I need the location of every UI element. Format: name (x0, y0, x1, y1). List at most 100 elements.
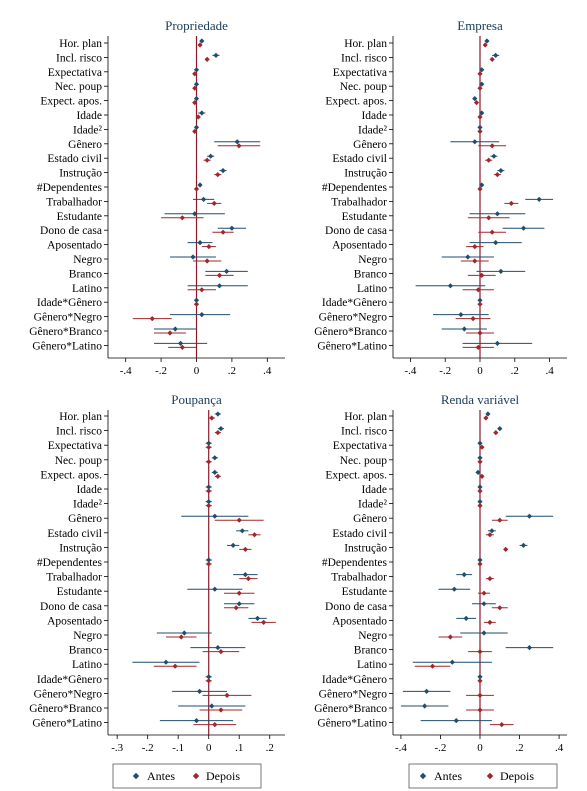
panel-4: Renda variável -.4 -.2 0 .2 .4 Hor. plan Incl. … (314, 392, 567, 754)
point-antes (481, 630, 487, 636)
point-depois (447, 634, 453, 640)
row-label: Latino (357, 659, 387, 671)
point-antes (206, 499, 212, 505)
row-label: Instrução (344, 542, 387, 554)
row-label: Instrução (59, 542, 102, 554)
row-label: Estudante (57, 211, 102, 223)
x-tick-label: .1 (235, 742, 243, 754)
point-antes (479, 110, 485, 116)
point-antes (206, 557, 212, 563)
row-label: Trabalhador (46, 196, 102, 208)
row-label: Estudante (342, 586, 387, 598)
point-antes (242, 572, 248, 578)
x-tick-label: -.1 (172, 742, 184, 754)
point-antes (206, 674, 212, 680)
point-depois (486, 157, 492, 163)
point-depois (499, 722, 505, 728)
point-depois (481, 590, 487, 596)
point-antes (451, 586, 457, 592)
point-depois (477, 71, 483, 77)
legend-left: Antes Depois (112, 763, 262, 789)
point-antes (477, 484, 483, 490)
point-antes (193, 297, 200, 303)
point-antes (479, 67, 485, 73)
panel-3: Poupança -.3 -.2 -.1 0 .1 .2 Hor. plan Incl. ris… (29, 392, 285, 754)
point-depois (497, 605, 503, 611)
legend-diamond-marker (192, 772, 200, 780)
point-depois (477, 330, 483, 336)
point-antes (526, 513, 533, 519)
point-depois (209, 415, 215, 421)
point-antes (213, 52, 219, 58)
point-depois (477, 128, 483, 134)
point-depois (477, 85, 483, 91)
row-label: Latino (72, 659, 102, 671)
legend-right: Antes Depois (408, 763, 558, 789)
point-antes (477, 455, 483, 461)
point-antes (461, 572, 467, 578)
row-label: Gênero*Negro (319, 312, 388, 324)
row-label: Idade*Gênero (322, 674, 387, 686)
row-label: Branco (69, 268, 102, 280)
point-depois (497, 517, 503, 523)
point-antes (197, 240, 203, 246)
row-label: Estado civil (332, 153, 387, 165)
x-tick-label: .2 (228, 365, 236, 377)
point-antes (477, 674, 483, 680)
point-depois (206, 459, 212, 465)
row-label: Dono de casa (325, 225, 387, 237)
legend-right-depois-marker (486, 772, 494, 780)
point-antes (481, 601, 487, 607)
row-label: Gênero (68, 139, 102, 151)
row-label: Branco (354, 645, 387, 657)
legend-diamond-marker (132, 772, 140, 780)
row-label: Idade (76, 110, 102, 122)
point-antes (463, 615, 469, 621)
point-antes (424, 688, 430, 694)
point-depois (487, 619, 493, 625)
point-depois (204, 56, 210, 62)
point-depois (172, 663, 178, 669)
row-label: Idade² (358, 124, 388, 136)
point-antes (220, 168, 226, 174)
x-tick-label: 0 (477, 742, 483, 754)
row-label: Incl. risco (56, 426, 102, 438)
point-antes (199, 110, 205, 116)
point-depois (493, 430, 499, 436)
point-antes (206, 484, 212, 490)
point-antes (453, 718, 459, 724)
point-depois (472, 244, 478, 250)
row-label: Expect. apos. (325, 469, 387, 481)
point-depois (215, 473, 221, 479)
row-label: Estudante (342, 211, 387, 223)
point-antes (472, 139, 478, 145)
row-label: Gênero*Branco (314, 703, 387, 715)
point-depois (211, 200, 217, 206)
legend-left-depois-marker (192, 772, 200, 780)
row-label: Hor. plan (59, 411, 102, 423)
row-label: Dono de casa (40, 601, 102, 613)
row-label: Hor. plan (59, 38, 102, 50)
point-antes (477, 297, 483, 303)
point-depois (487, 576, 493, 582)
point-depois (470, 316, 476, 322)
point-depois (472, 258, 478, 264)
row-label: Estado civil (47, 528, 102, 540)
point-depois (508, 200, 514, 206)
row-label: Negro (358, 254, 387, 266)
x-tick-label: .2 (511, 365, 519, 377)
row-label: Branco (69, 645, 102, 657)
point-antes (215, 645, 221, 651)
point-depois (479, 272, 485, 278)
point-antes (458, 312, 464, 318)
row-label: Estado civil (332, 528, 387, 540)
point-antes (449, 659, 455, 665)
point-antes (494, 211, 500, 217)
row-label: Estado civil (47, 153, 102, 165)
panel-title: Propriedade (165, 18, 228, 33)
point-depois (216, 272, 223, 278)
point-antes (177, 340, 184, 346)
row-label: Incl. risco (341, 426, 387, 438)
row-label: Gênero*Branco (29, 326, 102, 338)
